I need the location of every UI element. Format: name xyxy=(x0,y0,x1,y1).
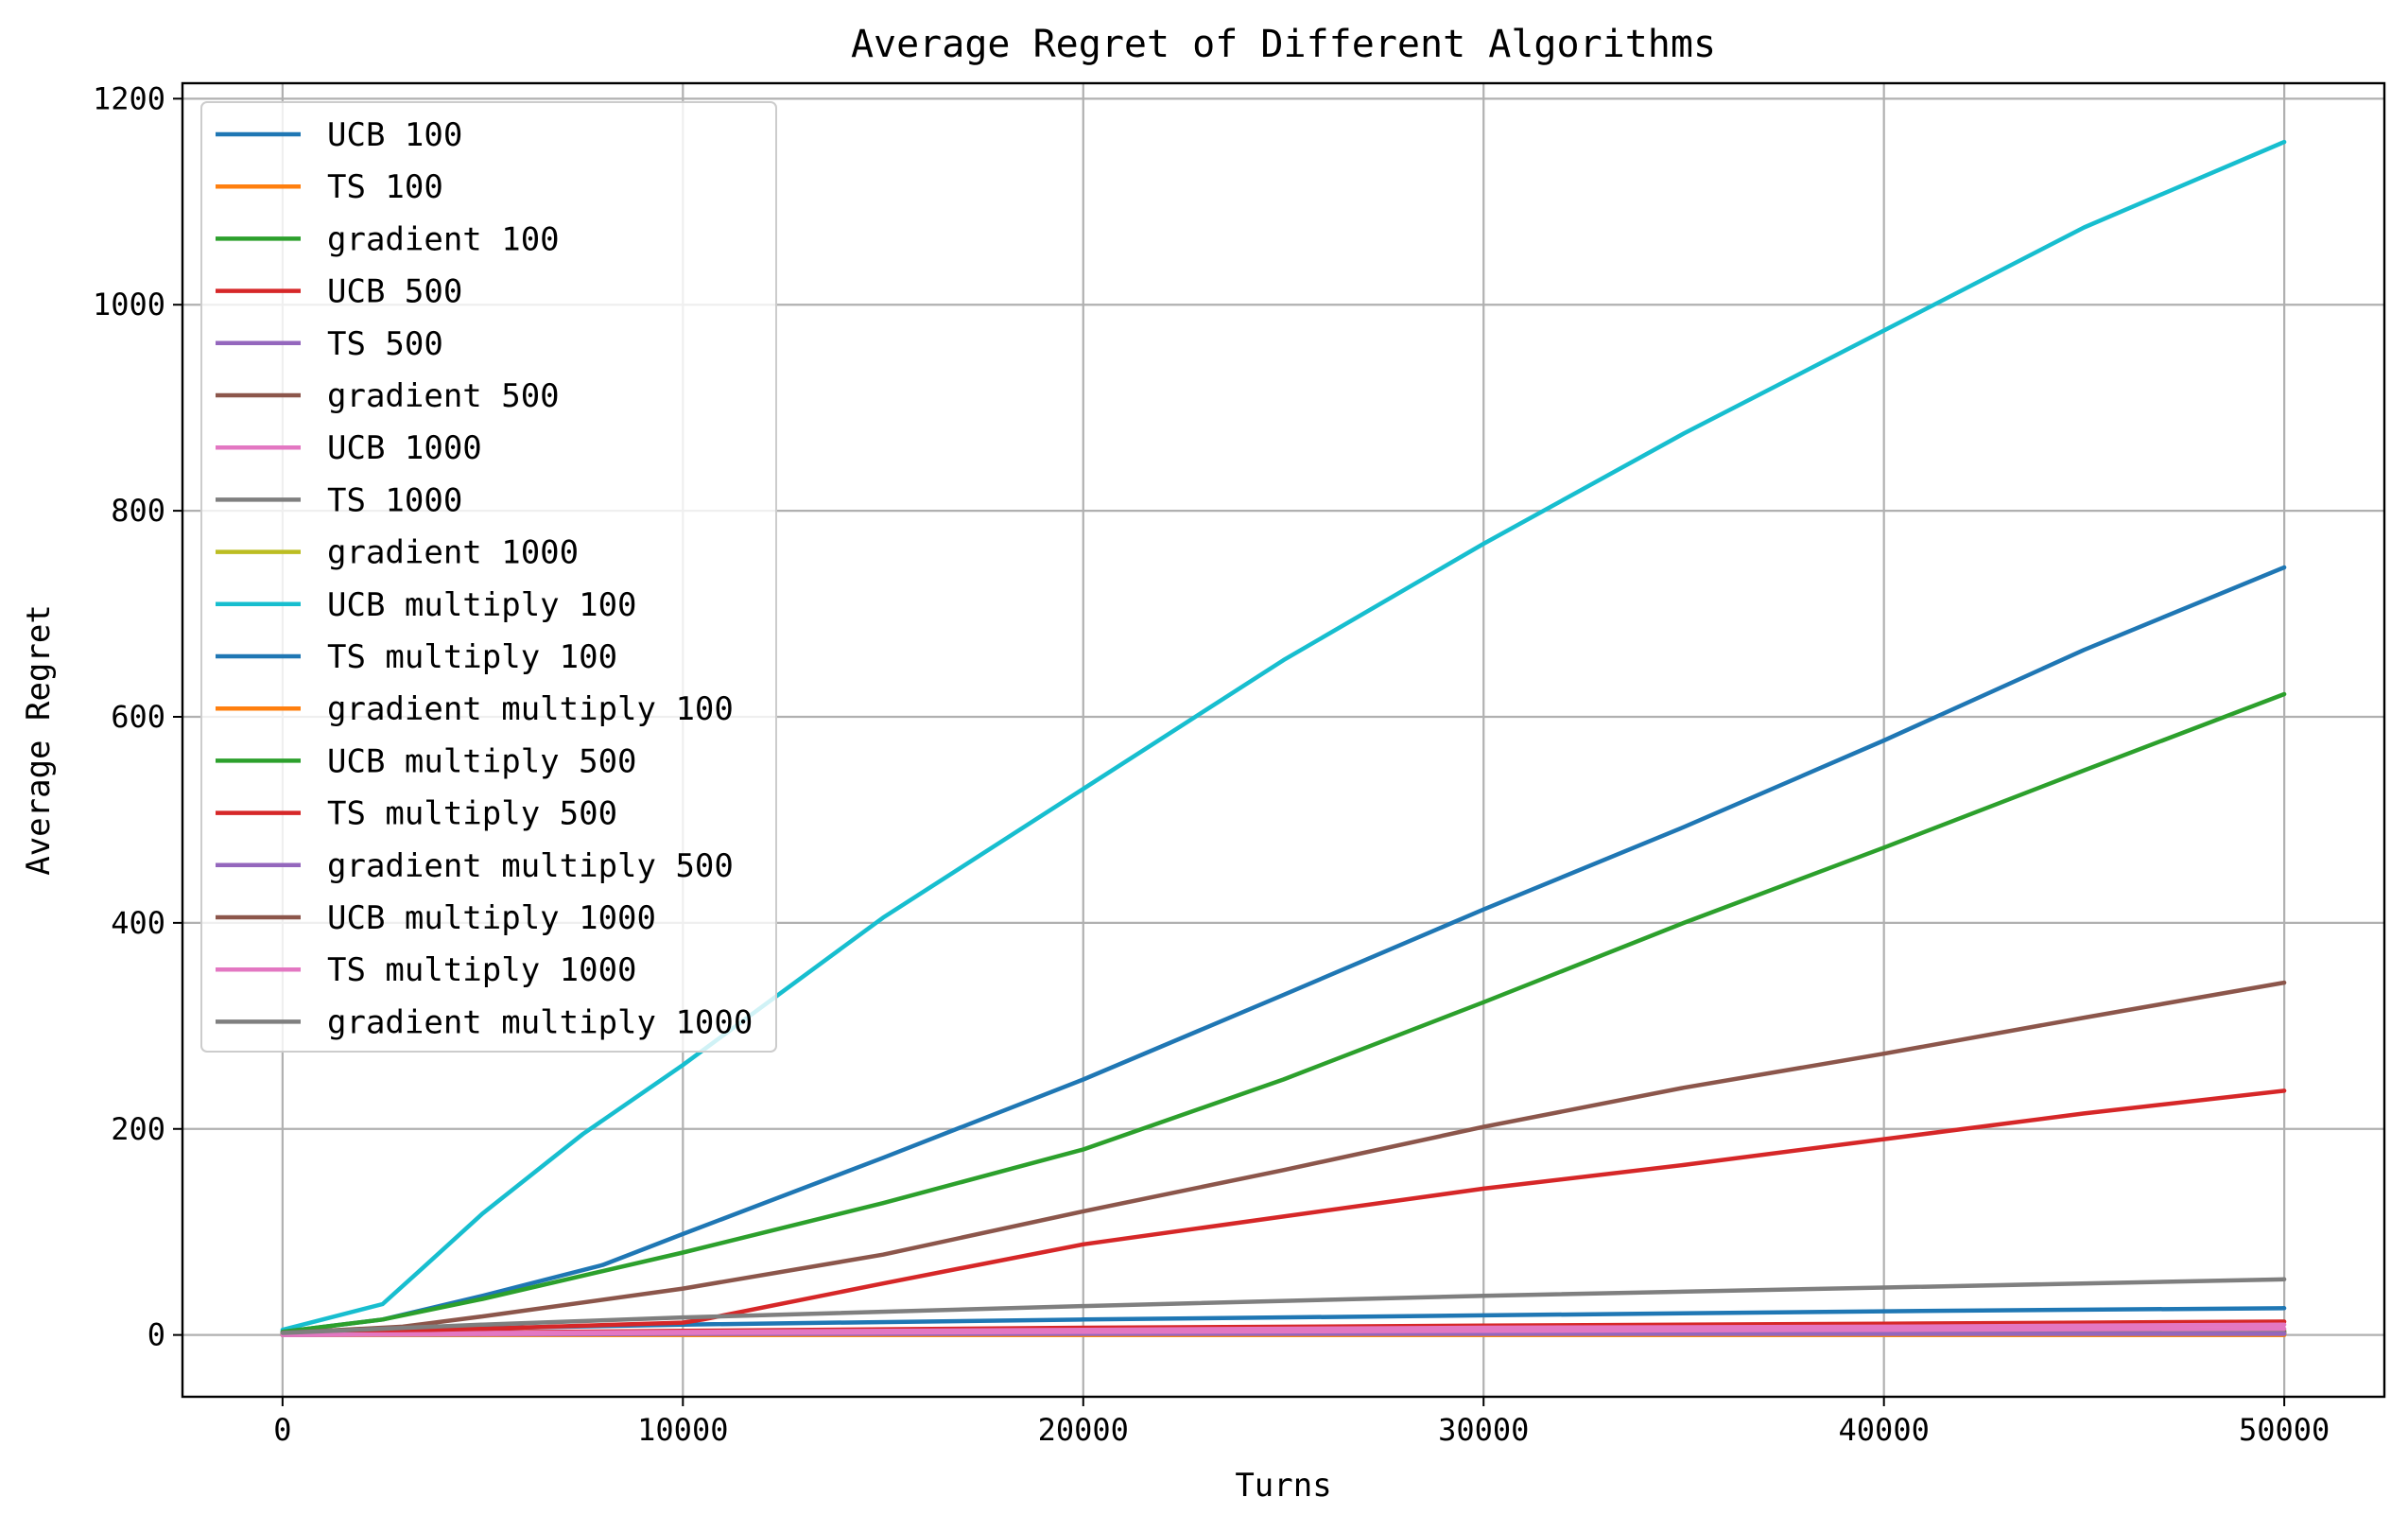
x-axis-label: Turns xyxy=(1235,1467,1331,1505)
legend-label: TS multiply 1000 xyxy=(327,951,637,989)
y-tick-label: 1000 xyxy=(93,287,165,322)
legend-label: gradient 500 xyxy=(327,377,560,415)
y-tick-label: 800 xyxy=(111,493,165,529)
x-tick-label: 0 xyxy=(273,1412,291,1448)
series-line xyxy=(280,691,2287,1334)
legend-label: gradient multiply 1000 xyxy=(327,1003,753,1041)
legend-label: TS 500 xyxy=(327,325,443,363)
legend-label: UCB multiply 100 xyxy=(327,586,637,624)
y-tick-label: 200 xyxy=(111,1111,165,1147)
legend-label: TS 100 xyxy=(327,168,443,206)
axis-ticks: 0 10000 20000 30000 40000 50000 0 200 400 600 800 1… xyxy=(93,80,2330,1448)
series-line xyxy=(280,1326,2287,1337)
x-tick-label: 50000 xyxy=(2239,1412,2330,1448)
chart-title: Average Regret of Different Algorithms xyxy=(851,23,1716,66)
legend-label: TS multiply 100 xyxy=(327,638,617,676)
series-line xyxy=(280,565,2287,1334)
legend-label: gradient multiply 500 xyxy=(327,847,734,885)
x-tick-label: 40000 xyxy=(1839,1412,1930,1448)
legend: UCB 100 TS 100 gradient 100 UCB 500 TS 500 gr… xyxy=(200,101,777,1053)
legend-label: gradient 100 xyxy=(327,220,560,258)
plot-frame xyxy=(181,81,2386,1399)
legend-label: UCB multiply 500 xyxy=(327,742,637,780)
x-tick-label: 10000 xyxy=(637,1412,728,1448)
x-tick-label: 30000 xyxy=(1438,1412,1529,1448)
series-lines xyxy=(280,139,2287,1337)
series-line xyxy=(280,139,2287,1332)
series-line xyxy=(280,980,2287,1335)
y-tick-label: 600 xyxy=(111,699,165,735)
series-line xyxy=(280,1088,2287,1335)
x-tick-label: 20000 xyxy=(1038,1412,1129,1448)
y-tick-label: 0 xyxy=(147,1317,165,1353)
legend-label: UCB 1000 xyxy=(327,429,482,467)
legend-label: gradient multiply 100 xyxy=(327,690,734,728)
legend-label: UCB 100 xyxy=(327,116,462,154)
y-axis-label: Average Regret xyxy=(20,604,58,876)
series-line xyxy=(280,1277,2287,1335)
legend-label: UCB 500 xyxy=(327,273,462,311)
legend-label: TS multiply 500 xyxy=(327,795,617,833)
legend-label: TS 1000 xyxy=(327,481,462,519)
legend-label: gradient 1000 xyxy=(327,534,579,572)
y-tick-label: 1200 xyxy=(93,80,165,116)
y-tick-label: 400 xyxy=(111,905,165,941)
legend-label: UCB multiply 1000 xyxy=(327,899,656,937)
legend-box xyxy=(200,101,777,1053)
